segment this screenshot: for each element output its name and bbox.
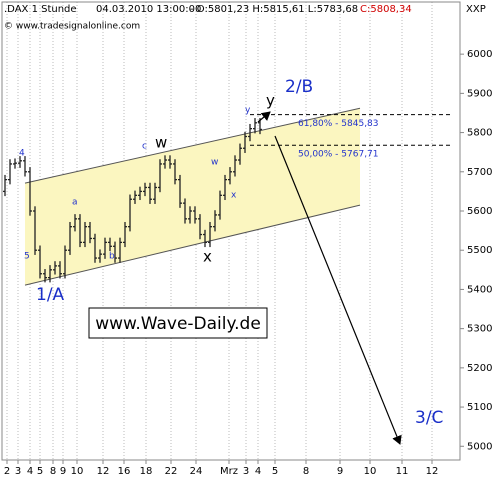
under-layer xyxy=(6,2,464,464)
arrow xyxy=(257,111,271,123)
wave-label: c xyxy=(142,142,147,152)
wave-label: y xyxy=(245,106,251,116)
x-tick-label: 8 xyxy=(50,466,56,477)
x-tick-label: 3 xyxy=(243,466,249,477)
x-tick-label: 5 xyxy=(272,466,278,477)
wave-label: 2/B xyxy=(285,77,313,97)
y-tick-label: 6000 xyxy=(467,49,492,60)
y-tick-label: 5100 xyxy=(467,402,492,413)
close-value: C:5808,34 xyxy=(360,4,412,15)
fib-label: 50,00% - 5767,71 xyxy=(298,150,379,160)
y-tick-label: 5600 xyxy=(467,206,492,217)
x-tick-label: 2 xyxy=(4,466,10,477)
wave-label: 3/C xyxy=(415,408,443,428)
corner-label: XXP xyxy=(466,4,486,15)
y-tick-label: 5000 xyxy=(467,441,492,452)
arrow xyxy=(274,135,402,445)
x-tick-label: 11 xyxy=(396,466,409,477)
wave-label: 5 xyxy=(24,252,30,262)
y-tick-label: 5400 xyxy=(467,284,492,295)
watermark-box xyxy=(88,307,268,339)
fib-label: 61,80% - 5845,83 xyxy=(298,119,379,129)
x-tick-label: 9 xyxy=(337,466,343,477)
x-tick-label: 16 xyxy=(118,466,131,477)
wave-label: x xyxy=(231,191,237,201)
x-tick-label: 9 xyxy=(60,466,66,477)
trend-channel xyxy=(25,108,360,286)
channel-lower xyxy=(24,204,361,286)
x-tick-label: 18 xyxy=(140,466,153,477)
y-tick-label: 5200 xyxy=(467,363,492,374)
channel-upper xyxy=(24,107,361,184)
y-tick-label: 5900 xyxy=(467,88,492,99)
x-tick-label: 22 xyxy=(165,466,178,477)
x-tick-label: 10 xyxy=(364,466,377,477)
wave-label: w xyxy=(155,134,167,152)
x-tick-label: 4 xyxy=(27,466,33,477)
instrument: .DAX 1 Stunde xyxy=(4,4,77,15)
wave-label: y xyxy=(266,92,275,110)
wave-label: b xyxy=(109,252,115,262)
timestamp: 04.03.2010 13:00:00 xyxy=(96,4,201,15)
wave-label: a xyxy=(72,198,78,208)
wave-label: 1/A xyxy=(36,285,65,305)
ohl: - O:5801,23 H:5815,61 L:5783,68 xyxy=(190,4,358,15)
y-tick-label: 5800 xyxy=(467,128,492,139)
plot-frame xyxy=(1,1,461,461)
wave-label: 4 xyxy=(19,149,25,159)
x-tick-label: 10 xyxy=(71,466,84,477)
x-tick-label: Mrz xyxy=(220,466,238,477)
marks-layer xyxy=(3,118,262,283)
watermark: www.Wave-Daily.de xyxy=(95,314,261,334)
wave-label: x xyxy=(203,248,212,266)
x-tick-label: 8 xyxy=(303,466,309,477)
x-tick-label: 24 xyxy=(190,466,203,477)
x-tick-label: 12 xyxy=(97,466,110,477)
source: © www.tradesignalonline.com xyxy=(4,22,140,32)
x-tick-label: 5 xyxy=(37,466,43,477)
y-tick-label: 5700 xyxy=(467,167,492,178)
wave-label: w xyxy=(211,158,218,168)
y-tick-label: 5300 xyxy=(467,324,492,335)
x-tick-label: 12 xyxy=(426,466,439,477)
x-tick-label: 4 xyxy=(255,466,261,477)
y-tick-label: 5500 xyxy=(467,245,492,256)
x-tick-label: 3 xyxy=(15,466,21,477)
